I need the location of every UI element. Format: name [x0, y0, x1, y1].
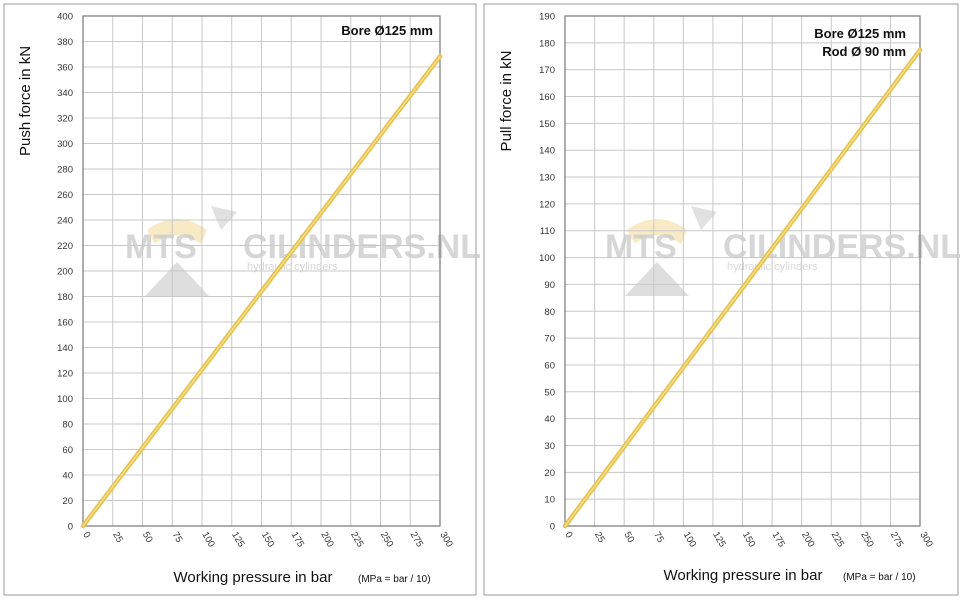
chart2-y-tick-label-1: 10 [544, 495, 555, 506]
chart1-y-tick-label-1: 20 [62, 496, 73, 507]
chart2-y-tick-label-14: 140 [539, 146, 555, 157]
chart2-x-axis-label: Working pressure in bar [664, 567, 823, 584]
chart1-watermark-tagline: hydraulic cylinders [247, 261, 338, 273]
chart2-y-tick-label-5: 50 [544, 387, 555, 398]
chart2-y-tick-label-9: 90 [544, 280, 555, 291]
chart2-x-tick-label-2: 50 [622, 530, 637, 545]
chart1-y-tick-label-8: 160 [57, 318, 73, 329]
chart1-y-tick-label-14: 280 [57, 165, 73, 176]
chart1-unit-note: (MPa = bar / 10) [358, 574, 431, 585]
chart2-y-tick-label-19: 190 [539, 12, 555, 23]
chart2-annotation-0: Bore Ø125 mm [814, 26, 906, 41]
chart1-y-tick-label-2: 40 [62, 471, 73, 482]
chart2-y-axis-label: Pull force in kN [498, 51, 515, 152]
chart1-plot-frame [82, 15, 441, 527]
chart1-y-tick-label-9: 180 [57, 292, 73, 303]
chart2-x-tick-label-1: 25 [592, 530, 607, 545]
chart2-y-tick-label-13: 130 [539, 173, 555, 184]
chart1-watermark-swoosh-icon [147, 219, 207, 244]
chart1-x-tick-label-3: 75 [170, 530, 185, 545]
chart2-x-tick-label-0: 0 [562, 530, 574, 540]
chart1-y-tick-label-6: 120 [57, 369, 73, 380]
chart2-y-tick-label-17: 170 [539, 65, 555, 76]
chart2-y-tick-label-8: 80 [544, 307, 555, 318]
chart1-y-tick-label-17: 340 [57, 88, 73, 99]
chart2-watermark-brand-left: MTS [605, 228, 677, 266]
chart1-y-tick-label-3: 60 [62, 445, 73, 456]
chart2-y-tick-label-16: 160 [539, 92, 555, 103]
chart2-y-tick-label-2: 20 [544, 468, 555, 479]
chart1-y-axis-label: Push force in kN [17, 46, 34, 156]
chart2-y-tick-label-3: 30 [544, 441, 555, 452]
chart1-y-tick-label-5: 100 [57, 394, 73, 405]
chart1-panel-border [3, 3, 477, 596]
chart1-y-tick-label-19: 380 [57, 37, 73, 48]
chart1-series-line-highlight-0 [82, 55, 441, 527]
chart1-y-tick-label-10: 200 [57, 267, 73, 278]
chart1-watermark-triangle-icon [145, 262, 209, 296]
chart1-y-tick-label-11: 220 [57, 241, 73, 252]
chart2-y-tick-label-4: 40 [544, 414, 555, 425]
chart2-watermark-triangle-icon [625, 262, 689, 296]
chart2-x-tick-label-3: 75 [651, 530, 666, 545]
chart1-x-tick-label-0: 0 [80, 530, 92, 540]
chart1-watermark-arrow-icon [211, 206, 237, 230]
chart1-y-tick-label-15: 300 [57, 139, 73, 150]
chart2-series-line-highlight-0 [564, 49, 921, 527]
chart1-y-tick-label-13: 260 [57, 190, 73, 201]
chart2-watermark-swoosh-icon [627, 219, 687, 244]
chart1-watermark-brand-right: CILINDERS.NL [243, 228, 481, 266]
chart2-y-tick-label-7: 70 [544, 334, 555, 345]
chart1-annotation-0: Bore Ø125 mm [341, 23, 433, 38]
chart2-y-tick-label-10: 100 [539, 253, 555, 264]
chart2-y-tick-label-15: 150 [539, 119, 555, 130]
chart2-annotation-1: Rod Ø 90 mm [822, 44, 906, 59]
chart1-y-tick-label-4: 80 [62, 420, 73, 431]
chart1-x-tick-label-1: 25 [110, 530, 125, 545]
chart2-y-tick-label-18: 180 [539, 38, 555, 49]
chart1-y-tick-label-7: 140 [57, 343, 73, 354]
chart2-panel-border [483, 3, 959, 596]
chart2-unit-note: (MPa = bar / 10) [843, 572, 916, 583]
chart2-plot-frame [564, 15, 921, 527]
chart1-y-tick-label-18: 360 [57, 63, 73, 74]
chart1-y-tick-label-0: 0 [68, 522, 73, 533]
chart1-x-axis-label: Working pressure in bar [174, 569, 333, 586]
chart1-x-tick-label-2: 50 [140, 530, 155, 545]
chart1-y-tick-label-20: 400 [57, 12, 73, 23]
chart2-y-tick-label-12: 120 [539, 199, 555, 210]
chart2-y-tick-label-0: 0 [550, 522, 555, 533]
chart2-y-tick-label-6: 60 [544, 360, 555, 371]
chart1-watermark-brand-left: MTS [125, 228, 197, 266]
chart2-watermark-arrow-icon [691, 206, 717, 230]
chart2-y-tick-label-11: 110 [540, 226, 555, 237]
chart1-y-tick-label-16: 320 [57, 114, 73, 125]
chart1-y-tick-label-12: 240 [57, 216, 73, 227]
